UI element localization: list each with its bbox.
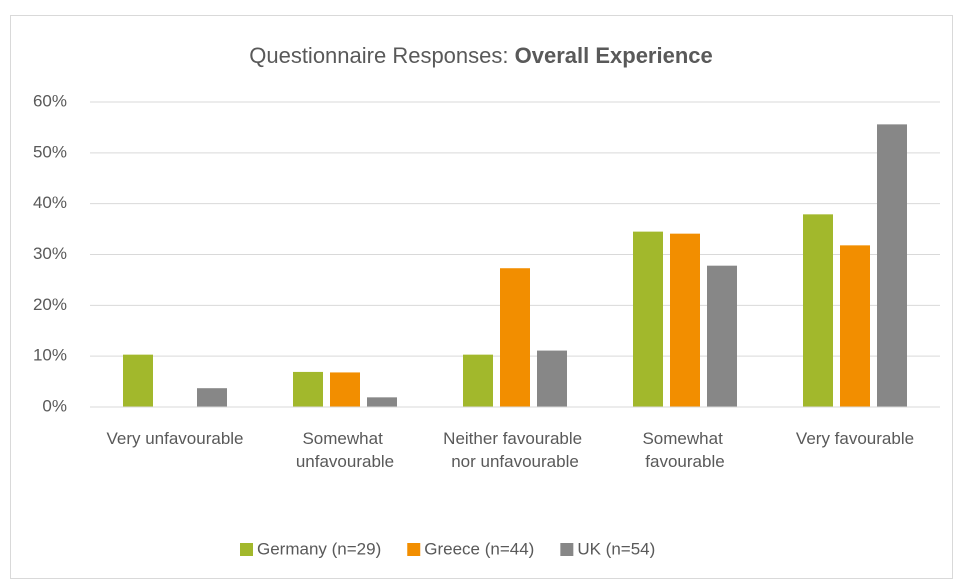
legend-label: Greece (n=44) bbox=[424, 539, 534, 558]
y-tick-label: 10% bbox=[33, 346, 67, 365]
bar bbox=[197, 388, 227, 407]
legend-swatch bbox=[560, 543, 574, 556]
y-tick-label: 20% bbox=[33, 295, 67, 314]
chart-title: Questionnaire Responses: Overall Experie… bbox=[249, 43, 713, 68]
bar bbox=[633, 231, 663, 407]
title-main: Questionnaire Responses: bbox=[249, 43, 508, 68]
y-tick-label: 30% bbox=[33, 244, 67, 263]
y-tick-label: 40% bbox=[33, 193, 67, 212]
bar bbox=[537, 350, 567, 407]
bar bbox=[840, 245, 870, 407]
y-tick-label: 60% bbox=[33, 91, 67, 110]
bar bbox=[123, 354, 153, 407]
x-tick-label: Somewhat unfavourable bbox=[296, 429, 394, 471]
x-tick-label: Very unfavourable bbox=[106, 429, 243, 448]
chart-frame bbox=[10, 15, 953, 579]
legend-label: UK (n=54) bbox=[577, 539, 655, 558]
legend-swatch bbox=[407, 543, 421, 556]
bar bbox=[367, 397, 397, 407]
y-tick-label: 0% bbox=[42, 396, 67, 415]
legend-swatch bbox=[240, 543, 253, 556]
x-tick-label: Somewhat favourable bbox=[642, 429, 727, 471]
bar bbox=[803, 214, 833, 407]
bar bbox=[877, 124, 907, 407]
x-tick-label: Very favourable bbox=[796, 429, 914, 448]
legend-label: Germany (n=29) bbox=[257, 539, 381, 558]
bar bbox=[707, 265, 737, 407]
title-emphasis: Overall Experience bbox=[515, 43, 713, 68]
y-tick-label: 50% bbox=[33, 142, 67, 161]
bar bbox=[293, 371, 323, 407]
bar bbox=[463, 354, 493, 407]
bar bbox=[670, 233, 700, 407]
x-tick-label: Neither favourable nor unfavourable bbox=[443, 429, 587, 471]
bar bbox=[330, 372, 360, 407]
bar bbox=[500, 268, 530, 407]
